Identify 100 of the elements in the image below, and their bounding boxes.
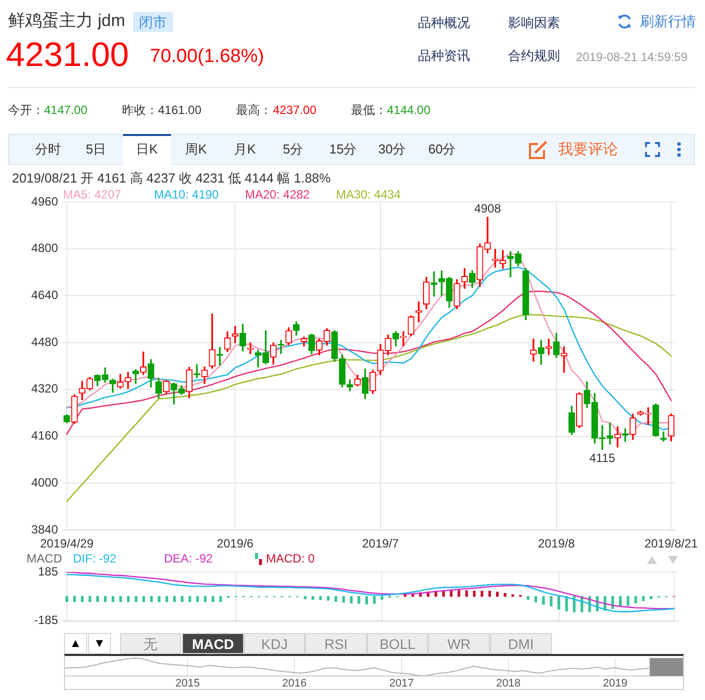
x-tick-label: 2017 bbox=[389, 678, 414, 690]
bar bbox=[365, 596, 368, 604]
y-tick-label: 4960 bbox=[31, 194, 58, 208]
bar bbox=[112, 596, 114, 602]
bar bbox=[504, 593, 506, 597]
legend-label: MACD: 0 bbox=[266, 551, 315, 566]
x-tick-label: 2016 bbox=[282, 678, 307, 690]
text: 昨收： bbox=[122, 103, 158, 118]
x-tick-label: 2015 bbox=[175, 678, 200, 690]
text: WR bbox=[447, 635, 471, 652]
bar bbox=[104, 596, 107, 602]
text: 4231.00 bbox=[6, 36, 129, 76]
x-tick-label: 2019/8 bbox=[538, 536, 576, 551]
bar bbox=[558, 596, 560, 610]
text: 4147.00 bbox=[44, 103, 88, 118]
chart-title: MACD bbox=[26, 551, 62, 566]
bar bbox=[534, 596, 538, 602]
text: MA30: 4434 bbox=[336, 187, 402, 202]
x-tick-label: 2019/8/21 bbox=[644, 536, 698, 551]
text: 2019-08-21 14:59:59 bbox=[576, 50, 688, 65]
candlestick bbox=[560, 346, 568, 373]
bar bbox=[150, 596, 153, 602]
y-tick-label: 185 bbox=[38, 564, 58, 578]
bar bbox=[196, 596, 199, 602]
text: 最低： bbox=[351, 103, 387, 118]
text: MA20: 4282 bbox=[245, 187, 310, 202]
text: 我要评论 bbox=[558, 141, 618, 158]
bar bbox=[626, 596, 630, 606]
bar bbox=[165, 596, 168, 602]
bar bbox=[80, 596, 84, 602]
bar bbox=[334, 596, 338, 602]
x-tick-label: 2019/4/29 bbox=[40, 536, 94, 551]
bar bbox=[88, 596, 92, 602]
bar bbox=[550, 596, 552, 606]
chart-subtitle: 2019/08/21 开 4161 高 4237 收 4231 低 4144 幅 1.88% bbox=[12, 170, 332, 186]
bar bbox=[319, 596, 322, 600]
text: 分时 bbox=[35, 142, 61, 158]
bar bbox=[565, 596, 568, 612]
text: MA10: 4190 bbox=[154, 187, 220, 202]
text: 15分 bbox=[329, 142, 357, 158]
x-tick-label: 2018 bbox=[496, 678, 521, 690]
bar bbox=[127, 596, 130, 602]
bar bbox=[73, 596, 76, 602]
text: 无 bbox=[144, 635, 158, 652]
text: 今开： bbox=[8, 103, 44, 118]
bar bbox=[458, 590, 460, 597]
bar bbox=[134, 596, 138, 602]
y-tick-label: 3840 bbox=[31, 522, 58, 536]
bar bbox=[119, 596, 122, 602]
text: ▲ bbox=[70, 636, 82, 650]
bar bbox=[96, 596, 99, 602]
text: 70.00(1.68%) bbox=[150, 46, 264, 68]
x-tick-label: 2019 bbox=[602, 678, 628, 690]
text: MA5: 4207 bbox=[63, 187, 122, 202]
y-tick-label: -185 bbox=[34, 613, 58, 628]
y-tick-label: 4000 bbox=[31, 475, 58, 490]
x-tick-label: 2019/6 bbox=[216, 536, 254, 551]
text: 日K bbox=[136, 142, 158, 158]
bar bbox=[188, 596, 192, 602]
y-tick-label: 4480 bbox=[31, 334, 58, 349]
text: MACD bbox=[192, 635, 234, 652]
y-tick-label: 4160 bbox=[31, 428, 58, 443]
text: 品种资讯 bbox=[418, 48, 470, 64]
text: 影响因素 bbox=[508, 15, 560, 31]
series-label: DIF: -92 bbox=[73, 551, 117, 566]
bar bbox=[326, 596, 330, 601]
bar bbox=[634, 596, 638, 604]
bar bbox=[219, 596, 222, 602]
text: 4237.00 bbox=[273, 103, 316, 118]
text: 鲜鸡蛋主力 jdm bbox=[8, 11, 126, 31]
y-tick-label: 4320 bbox=[31, 382, 58, 396]
text: 刷新行情 bbox=[640, 13, 696, 30]
y-tick-label: 4640 bbox=[31, 288, 58, 302]
text: 4161.00 bbox=[158, 103, 202, 118]
bar bbox=[373, 596, 376, 604]
text: 品种概况 bbox=[418, 15, 470, 31]
text: 30分 bbox=[378, 142, 406, 158]
text: 月K bbox=[234, 142, 256, 158]
bar bbox=[358, 596, 360, 604]
bar bbox=[650, 596, 652, 600]
text: 60分 bbox=[428, 142, 456, 158]
annotation: 4908 bbox=[474, 202, 502, 216]
annotation: 4115 bbox=[589, 450, 616, 465]
text: DMI bbox=[508, 635, 534, 652]
bar bbox=[204, 596, 207, 602]
bar bbox=[304, 596, 306, 600]
bar bbox=[158, 596, 160, 602]
bar bbox=[180, 596, 184, 602]
bar bbox=[342, 596, 345, 603]
candlestick bbox=[530, 338, 537, 362]
bar bbox=[212, 596, 214, 602]
text: 5分 bbox=[282, 142, 304, 158]
text: 4144.00 bbox=[387, 103, 430, 118]
bar bbox=[380, 596, 384, 600]
bar bbox=[66, 596, 68, 602]
y-tick-label: 4800 bbox=[31, 241, 58, 256]
bar bbox=[496, 592, 499, 597]
bar bbox=[173, 596, 176, 602]
text: 最高： bbox=[236, 103, 272, 118]
bar bbox=[526, 596, 530, 600]
